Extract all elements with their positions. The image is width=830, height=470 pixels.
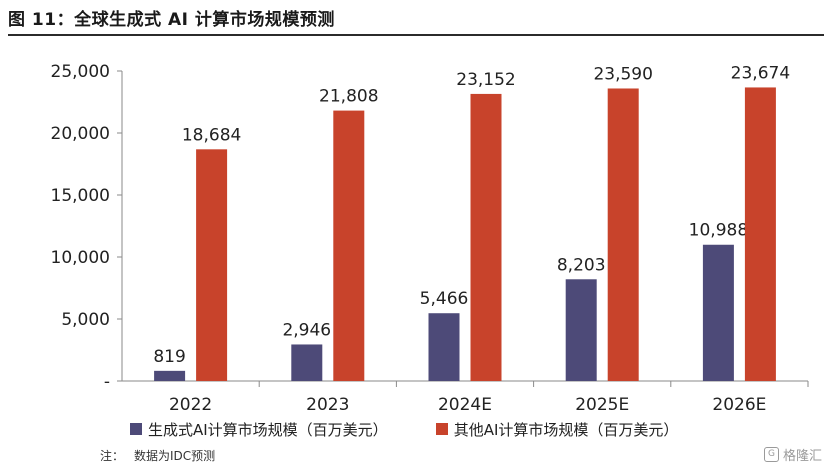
bar-series-2 [470,93,502,382]
legend-item-series-2: 其他AI计算市场规模（百万美元） [435,419,679,440]
x-tick-label: 2023 [306,395,349,415]
bar-series-2 [607,88,639,381]
y-tick-label: 15,000 [51,186,110,206]
data-label-series-1: 2,946 [282,320,331,340]
data-label-series-1: 819 [153,347,185,367]
legend-swatch-series-2 [435,423,448,435]
data-label-series-2: 23,590 [593,64,652,84]
watermark: G 格隆汇 [763,445,822,464]
data-label-series-1: 8,203 [557,255,606,275]
bar-series-1 [154,370,186,381]
bar-series-1 [565,279,597,381]
bar-chart: - 5,000 10,000 15,000 20,000 25,000 819 18,684 2… [51,62,809,415]
note-prefix: 注： [100,449,125,463]
legend-item-series-1: 生成式AI计算市场规模（百万美元） [130,419,388,440]
x-tick-label: 2025E [575,395,629,415]
data-label-series-2: 23,152 [456,70,515,90]
y-tick-label: 10,000 [51,248,110,268]
y-tick-label: 20,000 [51,124,110,144]
data-label-series-2: 21,808 [319,87,378,107]
legend-swatch-series-1 [130,423,142,435]
title-rule [8,34,824,36]
bar-series-2 [333,110,365,381]
watermark-logo-icon: G [763,447,779,462]
data-label-series-2: 23,674 [731,63,790,83]
x-tick-label: 2024E [438,395,492,415]
legend-label-series-1: 生成式AI计算市场规模（百万美元） [148,420,388,439]
x-tick-label: 2026E [712,395,766,415]
bar-series-1 [291,344,323,381]
y-tick-label: - [104,372,110,392]
bar-series-1 [702,244,734,381]
source-note: 注： 数据为IDC预测 [100,447,225,464]
bar-series-1 [428,313,460,381]
bar-series-2 [744,87,776,382]
bar-series-2 [196,149,228,381]
y-tick-label: 5,000 [61,310,110,330]
watermark-text: 格隆汇 [782,449,822,464]
figure-title: 图 11：全球生成式 AI 计算市场规模预测 [8,10,335,30]
legend-label-series-2: 其他AI计算市场规模（百万美元） [453,420,679,439]
x-tick-label: 2022 [169,395,212,415]
data-label-series-1: 5,466 [420,289,469,309]
y-tick-label: 25,000 [51,62,110,82]
data-label-series-1: 10,988 [689,221,748,241]
note-text: 数据为IDC预测 [134,449,216,463]
data-label-series-2: 18,684 [182,125,241,145]
legend: 生成式AI计算市场规模（百万美元） 其他AI计算市场规模（百万美元） [130,418,726,440]
